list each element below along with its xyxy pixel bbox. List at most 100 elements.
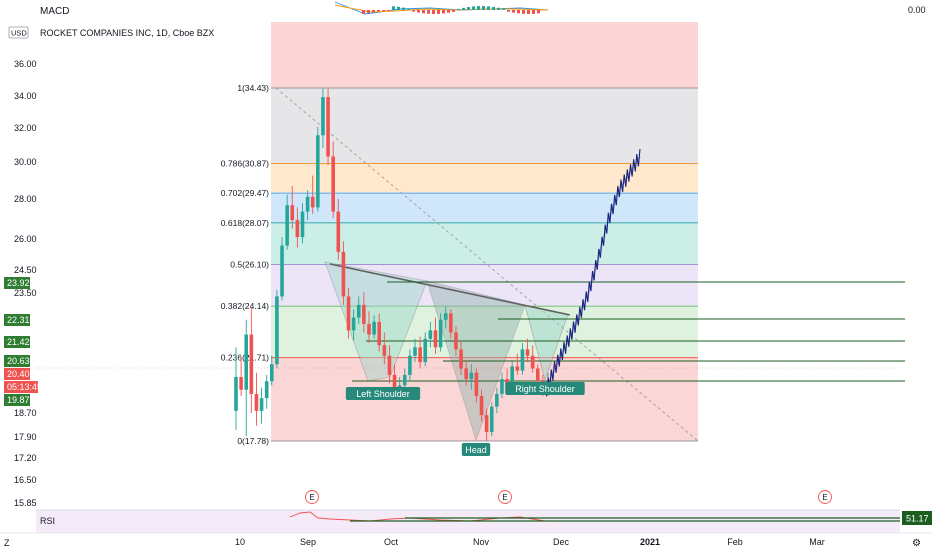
pattern-labels: Left Shoulder Head Right Shoulder xyxy=(345,382,585,456)
candle-body xyxy=(377,321,382,346)
candle-body xyxy=(362,304,366,324)
macd-bar xyxy=(432,10,435,14)
candle-body xyxy=(270,364,274,382)
macd-pane: MACD 0.00 xyxy=(0,0,926,18)
macd-bar xyxy=(397,6,400,10)
projected-path-shadow xyxy=(544,155,641,394)
macd-bar xyxy=(482,6,485,10)
price-tag: 20.40 xyxy=(7,369,30,379)
candle-body xyxy=(264,381,269,399)
candlestick-series xyxy=(234,88,550,441)
candle-body xyxy=(428,330,433,339)
candle-body xyxy=(474,372,479,397)
price-tick: 18.70 xyxy=(14,408,37,418)
price-tag-box xyxy=(4,355,30,367)
price-axis[interactable] xyxy=(0,22,36,512)
projected-path-line[interactable] xyxy=(544,149,641,397)
candle-body xyxy=(433,330,438,348)
candle-body xyxy=(515,366,520,371)
fib-zone xyxy=(271,222,698,265)
neckline[interactable] xyxy=(329,263,571,316)
macd-bar xyxy=(487,6,490,10)
price-tag: 22.31 xyxy=(7,315,30,325)
macd-bar xyxy=(507,10,510,12)
macd-bar xyxy=(427,10,430,14)
fib-zone xyxy=(271,193,698,223)
price-tick: 16.50 xyxy=(14,475,37,485)
candle-body xyxy=(295,220,300,238)
price-tag-box xyxy=(4,381,38,393)
macd-bar xyxy=(362,10,365,14)
candle-body xyxy=(510,366,514,386)
candle-body xyxy=(484,415,489,433)
fib-level-label: 0.5(26.10) xyxy=(230,260,269,270)
candle-body xyxy=(449,313,453,333)
macd-bar xyxy=(442,10,445,14)
fibonacci-retracement[interactable]: 1(34.43) 0.786(30.87) 0.702(29.47) 0.618(28… xyxy=(221,22,698,446)
candle-body xyxy=(408,355,412,375)
candle-body xyxy=(275,296,279,365)
gear-icon[interactable]: ⚙ xyxy=(912,538,921,549)
macd-bar xyxy=(377,10,380,12)
price-tick: 23.50 xyxy=(14,288,37,298)
price-tag-box xyxy=(4,394,30,406)
left-shoulder-triangle[interactable] xyxy=(324,261,428,382)
price-tick: 30.00 xyxy=(14,157,37,167)
candle-body xyxy=(535,368,540,382)
price-tick: 24.50 xyxy=(14,265,37,275)
time-label: Oct xyxy=(384,537,399,547)
time-label: Feb xyxy=(727,537,743,547)
left-shoulder-label-box xyxy=(345,387,421,400)
candle-body xyxy=(336,211,341,252)
candle-body xyxy=(387,355,392,375)
price-tag: 19.87 xyxy=(7,395,30,405)
price-tag-box xyxy=(4,336,30,348)
right-shoulder-label-box xyxy=(505,382,585,395)
candle-body xyxy=(244,334,249,390)
dashed-trendline[interactable] xyxy=(275,87,699,442)
chart-title: ROCKET COMPANIES INC, 1D, Cboe BZX xyxy=(40,28,214,38)
macd-bar xyxy=(372,10,375,13)
price-tick: 15.85 xyxy=(14,498,37,508)
candle-body xyxy=(402,374,407,386)
time-label: Dec xyxy=(553,537,570,547)
projected-path[interactable] xyxy=(544,149,641,397)
fib-level-label: 0(17.78) xyxy=(237,436,269,446)
candle-body xyxy=(392,374,397,390)
price-tick: 17.20 xyxy=(14,453,37,463)
macd-label: MACD xyxy=(40,6,69,17)
price-tick: 28.00 xyxy=(14,194,37,204)
price-tag: 21.42 xyxy=(7,337,30,347)
macd-bar xyxy=(477,6,480,10)
macd-bar xyxy=(437,10,440,14)
right-axis[interactable] xyxy=(900,22,932,512)
candle-body xyxy=(234,376,238,411)
price-tag-box xyxy=(4,368,30,380)
symbol-box[interactable] xyxy=(8,26,29,39)
macd-bar xyxy=(412,10,415,12)
earnings-letter: E xyxy=(822,493,827,502)
time-axis[interactable]: 10 Sep Oct Nov Dec 2021 Feb Mar xyxy=(235,537,825,547)
symbol-box-label: USD xyxy=(11,29,27,38)
candle-body xyxy=(326,97,330,157)
macd-bar xyxy=(452,10,455,12)
earnings-icon[interactable] xyxy=(818,490,832,504)
earnings-icon[interactable] xyxy=(305,490,319,504)
macd-bar xyxy=(382,10,385,12)
price-tag: 23.92 xyxy=(7,278,30,288)
macd-bar xyxy=(502,8,505,10)
macd-bar xyxy=(492,6,495,10)
z-icon[interactable]: Z xyxy=(4,538,10,548)
macd-bar xyxy=(467,7,470,10)
time-label: Sep xyxy=(300,537,316,547)
price-tag: 20.63 xyxy=(7,356,30,366)
candle-body xyxy=(290,205,295,221)
candle-body xyxy=(310,196,315,208)
earnings-icon[interactable] xyxy=(498,490,512,504)
price-tick: 26.00 xyxy=(14,234,37,244)
macd-value: 0.00 xyxy=(908,5,926,15)
fib-level-label: 0.618(28.07) xyxy=(221,218,269,228)
fib-zone xyxy=(271,357,698,441)
